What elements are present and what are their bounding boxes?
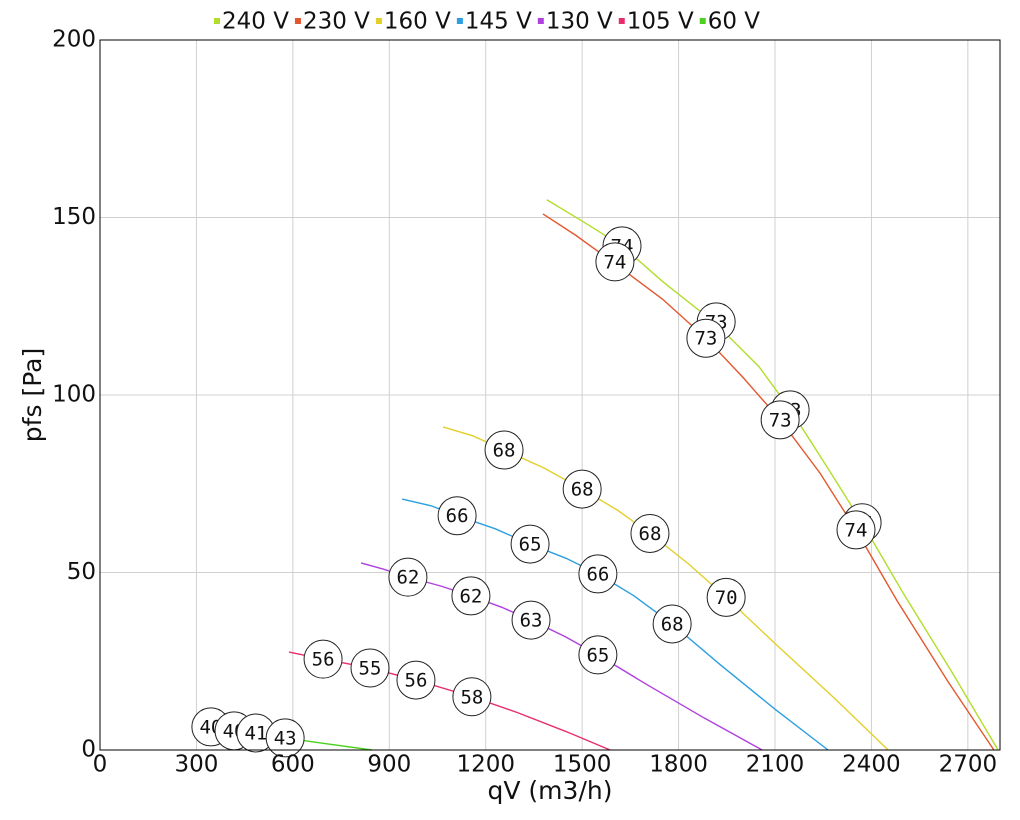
- marker-label: 68: [571, 479, 594, 501]
- x-tick-label: 900: [367, 752, 411, 778]
- legend-label: 145 V: [465, 9, 532, 35]
- marker-label: 43: [274, 727, 297, 749]
- marker-circle: [595, 242, 635, 282]
- marker-circle: [578, 554, 618, 594]
- marker-label: 70: [715, 587, 738, 609]
- marker-circle: [303, 639, 343, 679]
- legend-swatch: [294, 18, 301, 24]
- x-tick-label: 1200: [456, 752, 515, 778]
- x-tick-label: 2700: [939, 752, 998, 778]
- legend-swatch: [699, 18, 706, 24]
- marker-label: 66: [446, 505, 469, 527]
- legend-swatch: [375, 18, 382, 24]
- marker-circle: [451, 576, 491, 616]
- marker-label: 68: [661, 613, 684, 635]
- marker-label: 73: [694, 328, 717, 350]
- marker-label: 66: [586, 563, 609, 585]
- marker-label: 65: [586, 644, 609, 666]
- legend-swatch: [214, 18, 220, 24]
- marker-label: 65: [519, 534, 542, 556]
- legend-label: 160 V: [384, 9, 451, 35]
- marker-label: 68: [639, 523, 662, 545]
- marker-circle: [836, 510, 876, 550]
- y-tick-label: 200: [52, 27, 96, 53]
- marker-circle: [484, 430, 524, 470]
- legend-swatch: [537, 18, 544, 24]
- marker-label: 62: [396, 567, 419, 589]
- marker-label: 56: [312, 649, 335, 671]
- marker-label: 56: [405, 670, 428, 692]
- legend-swatch: [618, 18, 625, 24]
- legend-swatch: [456, 18, 463, 24]
- marker-label: 58: [460, 686, 483, 708]
- legend-label: 130 V: [546, 9, 613, 35]
- x-tick-label: 300: [174, 752, 218, 778]
- marker-circle: [437, 496, 477, 536]
- y-tick-label: 100: [52, 382, 96, 408]
- marker-circle: [578, 635, 618, 675]
- marker-circle: [760, 400, 800, 440]
- x-axis-title: qV (m3/h): [488, 776, 613, 805]
- marker-circle: [265, 718, 305, 758]
- marker-label: 63: [520, 610, 543, 632]
- x-tick-label: 2400: [842, 752, 901, 778]
- y-tick-label: 0: [81, 737, 96, 763]
- x-tick-label: 600: [271, 752, 315, 778]
- marker-circle: [686, 318, 726, 358]
- marker-label: 55: [359, 657, 382, 679]
- marker-label: 73: [769, 409, 792, 431]
- y-tick-label: 50: [67, 559, 96, 585]
- x-tick-label: 2100: [746, 752, 805, 778]
- plot-border: [99, 39, 1001, 751]
- x-tick-label: 1800: [649, 752, 708, 778]
- marker-circle: [706, 577, 746, 617]
- marker-circle: [630, 513, 670, 553]
- legend-label: 60 V: [708, 9, 761, 35]
- legend-label: 240 V: [222, 9, 289, 35]
- marker-label: 62: [459, 585, 482, 607]
- marker-circle: [562, 469, 602, 509]
- marker-label: 74: [603, 251, 626, 273]
- marker-label: 74: [845, 519, 868, 541]
- y-tick-label: 150: [52, 204, 96, 230]
- marker-circle: [511, 600, 551, 640]
- legend-label: 230 V: [303, 9, 370, 35]
- marker-label: 41: [244, 722, 267, 744]
- x-tick-label: 0: [93, 752, 108, 778]
- x-tick-label: 1500: [553, 752, 612, 778]
- marker-circle: [652, 604, 692, 644]
- marker-circle: [388, 557, 428, 597]
- marker-circle: [452, 677, 492, 717]
- marker-circle: [350, 648, 390, 688]
- marker-label: 68: [493, 440, 516, 462]
- marker-circle: [510, 524, 550, 564]
- y-axis-title: pfs [Pa]: [18, 348, 47, 442]
- marker-circle: [396, 660, 436, 700]
- legend-label: 105 V: [627, 9, 694, 35]
